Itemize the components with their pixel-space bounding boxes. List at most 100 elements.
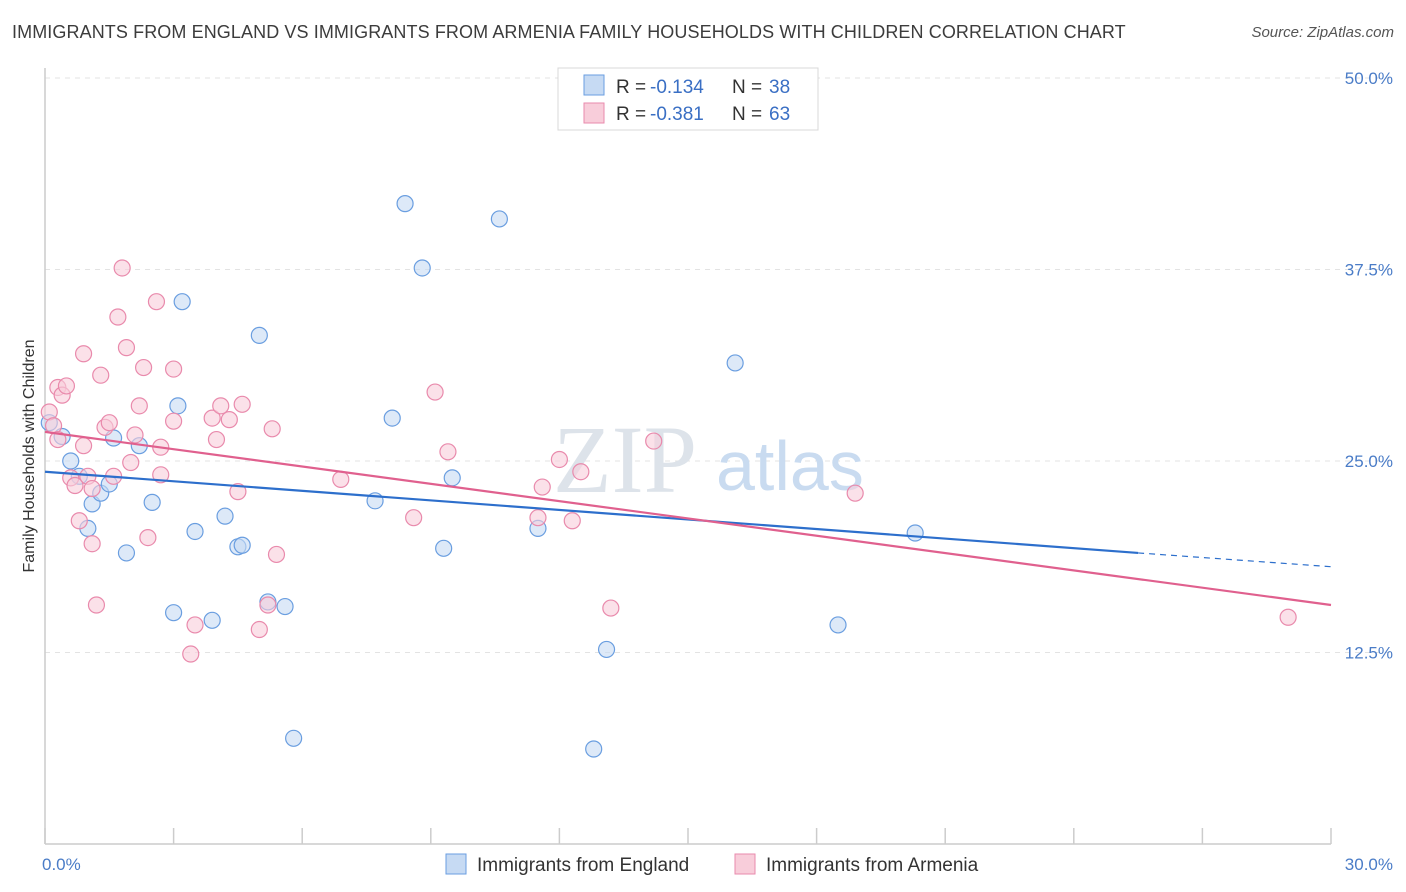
point-armenia-13 xyxy=(83,535,101,553)
trend-line-armenia xyxy=(44,430,1332,607)
y-tick-label-2: 37.5% xyxy=(1345,261,1393,280)
legend-n-value-england: 38 xyxy=(769,77,790,98)
point-armenia-39 xyxy=(233,395,251,413)
point-england-13 xyxy=(169,397,187,415)
legend-r-value-armenia: -0.381 xyxy=(650,104,704,125)
legend-swatch-england xyxy=(583,74,605,96)
point-armenia-23 xyxy=(126,426,144,444)
point-armenia-19 xyxy=(109,308,127,326)
point-armenia-51 xyxy=(563,512,581,530)
point-armenia-5 xyxy=(57,377,76,395)
point-england-14 xyxy=(173,293,191,311)
point-england-25 xyxy=(383,409,401,427)
point-armenia-31 xyxy=(165,412,183,430)
point-armenia-56 xyxy=(1279,608,1297,626)
point-england-26 xyxy=(396,195,414,213)
legend-n-label-england: N = xyxy=(732,77,762,98)
point-england-29 xyxy=(443,469,461,487)
y-tick-label-3: 50.0% xyxy=(1345,69,1393,88)
legend-n-label-armenia: N = xyxy=(732,104,762,125)
trend-lines xyxy=(44,430,1332,607)
point-armenia-52 xyxy=(572,463,590,481)
legend-r-value-england: -0.134 xyxy=(650,77,704,98)
y-axis-label: Family Households with Children xyxy=(21,340,38,573)
point-england-15 xyxy=(186,522,204,541)
point-armenia-41 xyxy=(259,596,277,614)
point-armenia-12 xyxy=(83,479,101,498)
point-england-30 xyxy=(490,210,508,228)
point-armenia-36 xyxy=(212,397,230,415)
grid-lines xyxy=(45,77,1392,653)
legend-r-label-england: R = xyxy=(616,77,646,98)
point-armenia-7 xyxy=(66,476,84,495)
point-armenia-14 xyxy=(87,596,106,614)
point-armenia-29 xyxy=(152,466,170,484)
point-armenia-25 xyxy=(134,358,153,377)
point-england-33 xyxy=(597,640,616,659)
point-england-9 xyxy=(117,544,136,562)
point-england-28 xyxy=(435,539,453,557)
legend-r-label-armenia: R = xyxy=(616,104,646,125)
trend-line-extension-england xyxy=(1138,552,1332,568)
point-armenia-9 xyxy=(74,345,93,363)
point-armenia-43 xyxy=(267,545,286,564)
point-england-2 xyxy=(62,452,80,470)
bottom-legend-label-england: Immigrants from England xyxy=(477,855,689,876)
point-armenia-45 xyxy=(405,509,423,527)
y-tick-label-1: 25.0% xyxy=(1345,452,1393,471)
bottom-legend-swatch-england xyxy=(445,853,467,875)
chart-title: IMMIGRANTS FROM ENGLAND VS IMMIGRANTS FR… xyxy=(12,22,1126,42)
point-england-16 xyxy=(203,611,221,629)
series-legend: Immigrants from England Immigrants from … xyxy=(445,853,979,876)
point-england-20 xyxy=(250,326,268,344)
point-england-22 xyxy=(276,597,294,616)
point-armenia-8 xyxy=(70,512,88,530)
point-armenia-46 xyxy=(426,383,444,401)
point-england-11 xyxy=(143,493,161,511)
point-armenia-32 xyxy=(182,645,200,663)
chart-source: Source: ZipAtlas.com xyxy=(1251,24,1394,41)
point-armenia-49 xyxy=(533,478,551,496)
point-armenia-55 xyxy=(846,484,864,502)
bottom-legend-label-armenia: Immigrants from Armenia xyxy=(766,855,979,876)
point-england-23 xyxy=(285,729,303,747)
point-armenia-53 xyxy=(602,599,620,617)
point-armenia-37 xyxy=(220,411,238,429)
data-points xyxy=(40,195,1297,758)
legend-swatch-armenia xyxy=(583,102,605,124)
point-armenia-22 xyxy=(122,453,140,472)
point-armenia-26 xyxy=(139,528,157,547)
trend-line-england xyxy=(44,470,1139,555)
point-armenia-44 xyxy=(332,470,350,488)
point-england-36 xyxy=(906,524,924,542)
axes xyxy=(44,68,1332,845)
point-armenia-27 xyxy=(147,293,166,311)
point-armenia-17 xyxy=(100,414,118,432)
point-armenia-24 xyxy=(130,397,148,415)
point-armenia-21 xyxy=(117,339,136,357)
bottom-legend-swatch-armenia xyxy=(734,853,756,875)
point-armenia-33 xyxy=(186,616,204,634)
point-armenia-47 xyxy=(439,443,457,461)
x-tick-label-0: 0.0% xyxy=(42,855,81,874)
point-armenia-54 xyxy=(645,432,663,450)
point-armenia-10 xyxy=(74,437,93,455)
x-tick-label-1: 30.0% xyxy=(1345,855,1393,874)
point-armenia-15 xyxy=(92,366,110,384)
point-armenia-42 xyxy=(263,420,281,438)
point-armenia-35 xyxy=(207,430,226,449)
point-armenia-38 xyxy=(229,483,247,501)
point-armenia-48 xyxy=(529,509,547,527)
watermark-zip: ZIP xyxy=(553,406,697,513)
correlation-legend: R = -0.134 N = 38 R = -0.381 N = 63 xyxy=(557,67,819,131)
watermark: ZIP atlas xyxy=(553,406,864,513)
point-england-32 xyxy=(585,740,603,758)
point-england-12 xyxy=(165,604,183,622)
point-armenia-50 xyxy=(550,450,569,469)
point-england-19 xyxy=(233,536,251,554)
point-armenia-34 xyxy=(203,409,221,427)
point-england-27 xyxy=(413,259,431,277)
point-armenia-20 xyxy=(113,259,131,277)
point-armenia-40 xyxy=(250,620,268,639)
